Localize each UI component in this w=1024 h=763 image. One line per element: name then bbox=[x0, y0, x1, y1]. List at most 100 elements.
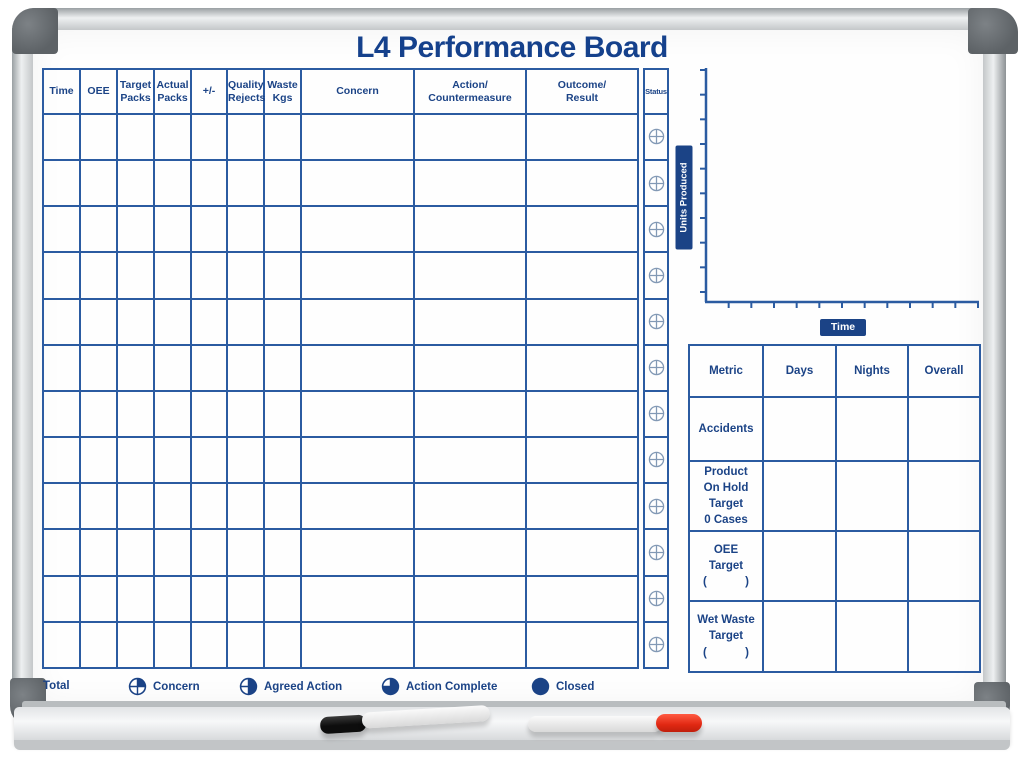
empty-cell[interactable] bbox=[226, 482, 265, 531]
metric-cell-days[interactable] bbox=[762, 600, 837, 673]
empty-cell[interactable] bbox=[190, 620, 228, 670]
empty-cell[interactable] bbox=[79, 112, 118, 162]
metric-cell-overall[interactable] bbox=[907, 396, 981, 462]
empty-cell[interactable] bbox=[42, 436, 81, 485]
empty-cell[interactable] bbox=[300, 251, 415, 300]
empty-cell[interactable] bbox=[226, 574, 265, 623]
marker-red[interactable] bbox=[528, 712, 702, 742]
empty-cell[interactable] bbox=[300, 574, 415, 623]
empty-cell[interactable] bbox=[263, 251, 302, 300]
empty-cell[interactable] bbox=[153, 205, 192, 254]
empty-cell[interactable] bbox=[525, 436, 639, 485]
empty-cell[interactable] bbox=[42, 389, 81, 439]
empty-cell[interactable] bbox=[79, 528, 118, 577]
empty-cell[interactable] bbox=[79, 574, 118, 623]
empty-cell[interactable] bbox=[226, 251, 265, 300]
empty-cell[interactable] bbox=[525, 528, 639, 577]
status-cell[interactable] bbox=[643, 112, 669, 162]
empty-cell[interactable] bbox=[116, 482, 155, 531]
empty-cell[interactable] bbox=[190, 482, 228, 531]
status-cell[interactable] bbox=[643, 482, 669, 531]
empty-cell[interactable] bbox=[116, 159, 155, 208]
status-cell[interactable] bbox=[643, 574, 669, 623]
empty-cell[interactable] bbox=[226, 159, 265, 208]
empty-cell[interactable] bbox=[116, 251, 155, 300]
empty-cell[interactable] bbox=[42, 574, 81, 623]
empty-cell[interactable] bbox=[116, 389, 155, 439]
empty-cell[interactable] bbox=[413, 436, 527, 485]
empty-cell[interactable] bbox=[116, 297, 155, 346]
empty-cell[interactable] bbox=[413, 112, 527, 162]
empty-cell[interactable] bbox=[413, 251, 527, 300]
empty-cell[interactable] bbox=[300, 528, 415, 577]
status-cell[interactable] bbox=[643, 528, 669, 577]
empty-cell[interactable] bbox=[79, 620, 118, 670]
empty-cell[interactable] bbox=[79, 389, 118, 439]
empty-cell[interactable] bbox=[42, 251, 81, 300]
empty-cell[interactable] bbox=[413, 482, 527, 531]
empty-cell[interactable] bbox=[263, 297, 302, 346]
empty-cell[interactable] bbox=[79, 343, 118, 392]
empty-cell[interactable] bbox=[300, 482, 415, 531]
empty-cell[interactable] bbox=[153, 343, 192, 392]
empty-cell[interactable] bbox=[226, 436, 265, 485]
empty-cell[interactable] bbox=[226, 343, 265, 392]
empty-cell[interactable] bbox=[413, 620, 527, 670]
metric-cell-days[interactable] bbox=[762, 530, 837, 602]
status-cell[interactable] bbox=[643, 297, 669, 346]
empty-cell[interactable] bbox=[42, 343, 81, 392]
empty-cell[interactable] bbox=[413, 205, 527, 254]
empty-cell[interactable] bbox=[42, 620, 81, 670]
empty-cell[interactable] bbox=[413, 528, 527, 577]
metric-cell-days[interactable] bbox=[762, 396, 837, 462]
empty-cell[interactable] bbox=[226, 528, 265, 577]
empty-cell[interactable] bbox=[525, 620, 639, 670]
empty-cell[interactable] bbox=[300, 297, 415, 346]
empty-cell[interactable] bbox=[190, 112, 228, 162]
empty-cell[interactable] bbox=[42, 297, 81, 346]
empty-cell[interactable] bbox=[263, 574, 302, 623]
empty-cell[interactable] bbox=[226, 112, 265, 162]
metric-cell-nights[interactable] bbox=[835, 396, 909, 462]
empty-cell[interactable] bbox=[525, 482, 639, 531]
empty-cell[interactable] bbox=[190, 205, 228, 254]
empty-cell[interactable] bbox=[116, 620, 155, 670]
empty-cell[interactable] bbox=[413, 343, 527, 392]
empty-cell[interactable] bbox=[190, 574, 228, 623]
empty-cell[interactable] bbox=[190, 528, 228, 577]
empty-cell[interactable] bbox=[153, 528, 192, 577]
empty-cell[interactable] bbox=[116, 343, 155, 392]
empty-cell[interactable] bbox=[226, 205, 265, 254]
empty-cell[interactable] bbox=[300, 436, 415, 485]
empty-cell[interactable] bbox=[525, 389, 639, 439]
status-cell[interactable] bbox=[643, 620, 669, 670]
empty-cell[interactable] bbox=[190, 389, 228, 439]
status-cell[interactable] bbox=[643, 389, 669, 439]
empty-cell[interactable] bbox=[42, 205, 81, 254]
empty-cell[interactable] bbox=[190, 251, 228, 300]
empty-cell[interactable] bbox=[525, 574, 639, 623]
empty-cell[interactable] bbox=[153, 574, 192, 623]
empty-cell[interactable] bbox=[263, 205, 302, 254]
empty-cell[interactable] bbox=[525, 112, 639, 162]
empty-cell[interactable] bbox=[190, 159, 228, 208]
empty-cell[interactable] bbox=[79, 482, 118, 531]
empty-cell[interactable] bbox=[153, 389, 192, 439]
empty-cell[interactable] bbox=[300, 620, 415, 670]
empty-cell[interactable] bbox=[116, 574, 155, 623]
empty-cell[interactable] bbox=[263, 436, 302, 485]
empty-cell[interactable] bbox=[226, 389, 265, 439]
status-cell[interactable] bbox=[643, 205, 669, 254]
empty-cell[interactable] bbox=[263, 343, 302, 392]
empty-cell[interactable] bbox=[263, 112, 302, 162]
status-cell[interactable] bbox=[643, 343, 669, 392]
empty-cell[interactable] bbox=[42, 482, 81, 531]
metric-cell-overall[interactable] bbox=[907, 460, 981, 532]
empty-cell[interactable] bbox=[525, 205, 639, 254]
empty-cell[interactable] bbox=[116, 205, 155, 254]
empty-cell[interactable] bbox=[300, 343, 415, 392]
empty-cell[interactable] bbox=[525, 159, 639, 208]
empty-cell[interactable] bbox=[79, 436, 118, 485]
metric-cell-overall[interactable] bbox=[907, 530, 981, 602]
empty-cell[interactable] bbox=[153, 112, 192, 162]
